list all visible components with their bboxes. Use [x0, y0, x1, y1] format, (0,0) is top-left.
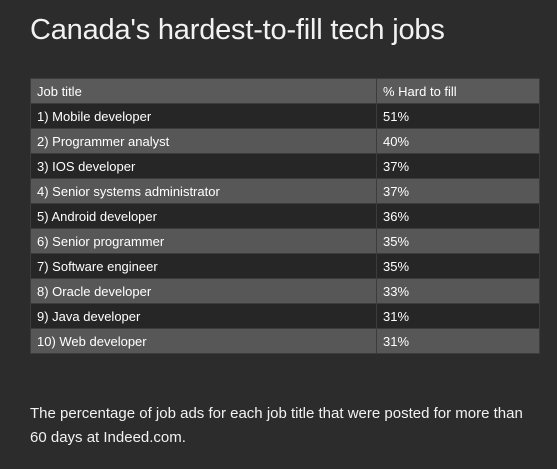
percent-cell: 37%	[376, 153, 540, 179]
table-row: 1) Mobile developer 51%	[30, 103, 540, 129]
table-row: 2) Programmer analyst 40%	[30, 128, 540, 154]
table-row: 9) Java developer 31%	[30, 303, 540, 329]
table-row: 3) IOS developer 37%	[30, 153, 540, 179]
percent-cell: 37%	[376, 178, 540, 204]
job-title-cell: 9) Java developer	[30, 303, 377, 329]
percent-cell: 51%	[376, 103, 540, 129]
job-title-cell: 10) Web developer	[30, 328, 377, 354]
table-row: 8) Oracle developer 33%	[30, 278, 540, 304]
table-header: Job title % Hard to fill	[30, 78, 540, 104]
table-row: 6) Senior programmer 35%	[30, 228, 540, 254]
percent-cell: 33%	[376, 278, 540, 304]
table-row: 10) Web developer 31%	[30, 328, 540, 354]
jobs-table: Job title % Hard to fill 1) Mobile devel…	[30, 78, 540, 354]
percent-cell: 40%	[376, 128, 540, 154]
job-title-cell: 1) Mobile developer	[30, 103, 377, 129]
job-title-cell: 7) Software engineer	[30, 253, 377, 279]
job-title-cell: 8) Oracle developer	[30, 278, 377, 304]
table-row: 5) Android developer 36%	[30, 203, 540, 229]
header-job-title: Job title	[30, 78, 377, 104]
job-title-cell: 5) Android developer	[30, 203, 377, 229]
job-title-cell: 2) Programmer analyst	[30, 128, 377, 154]
percent-cell: 31%	[376, 328, 540, 354]
percent-cell: 36%	[376, 203, 540, 229]
job-title-cell: 4) Senior systems administrator	[30, 178, 377, 204]
page-title: Canada's hardest-to-fill tech jobs	[30, 14, 445, 46]
percent-cell: 31%	[376, 303, 540, 329]
job-title-cell: 6) Senior programmer	[30, 228, 377, 254]
job-title-cell: 3) IOS developer	[30, 153, 377, 179]
table-body: 1) Mobile developer 51% 2) Programmer an…	[30, 103, 540, 354]
percent-cell: 35%	[376, 253, 540, 279]
percent-cell: 35%	[376, 228, 540, 254]
caption-note: The percentage of job ads for each job t…	[30, 405, 523, 446]
header-percent-hard-to-fill: % Hard to fill	[376, 78, 540, 104]
table-header-row: Job title % Hard to fill	[30, 78, 540, 104]
table-row: 7) Software engineer 35%	[30, 253, 540, 279]
table-row: 4) Senior systems administrator 37%	[30, 178, 540, 204]
